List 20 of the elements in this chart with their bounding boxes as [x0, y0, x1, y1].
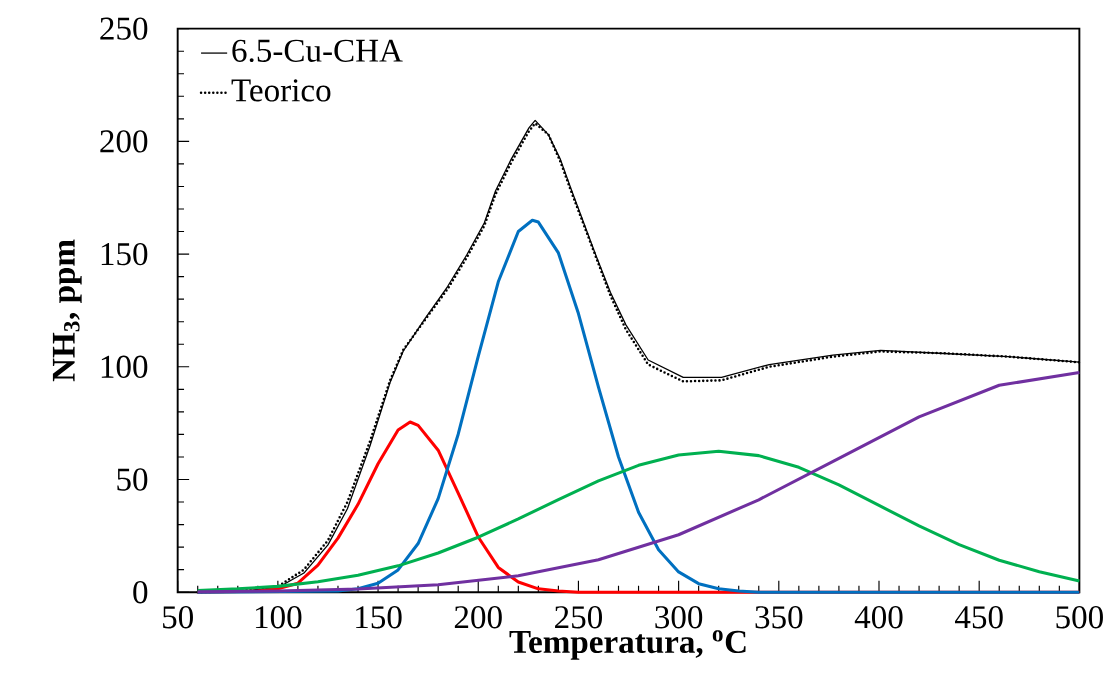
- x-tick-label: 150: [356, 605, 402, 629]
- x-tick-label: 450: [954, 605, 1003, 629]
- x-tick-label: 50: [163, 605, 193, 629]
- x-tick-label: 500: [1056, 605, 1103, 629]
- y-tick-label: 50: [117, 468, 148, 491]
- y-tick-label: 0: [133, 580, 148, 604]
- y-tick-label: 150: [101, 242, 148, 266]
- x-axis-title: Temperatura, $^{o}$C: [509, 630, 746, 660]
- x-tick-label: 400: [854, 605, 903, 629]
- x-tick-label: 300: [655, 605, 703, 629]
- y-tick-label: 100: [101, 355, 148, 378]
- x-tick-label: 250: [555, 605, 603, 629]
- x-tick-label: 100: [255, 605, 302, 629]
- legend-label: 6.5-Cu-CHA: [232, 39, 403, 62]
- legend-label: Teorico: [231, 79, 331, 102]
- x-tick-label: 200: [454, 605, 502, 629]
- y-tick-label: 250: [100, 17, 148, 40]
- y-tick-label: 200: [100, 130, 148, 153]
- y-axis-title: NH$_{3}$, ppm: [52, 239, 82, 382]
- x-tick-label: 350: [755, 605, 803, 629]
